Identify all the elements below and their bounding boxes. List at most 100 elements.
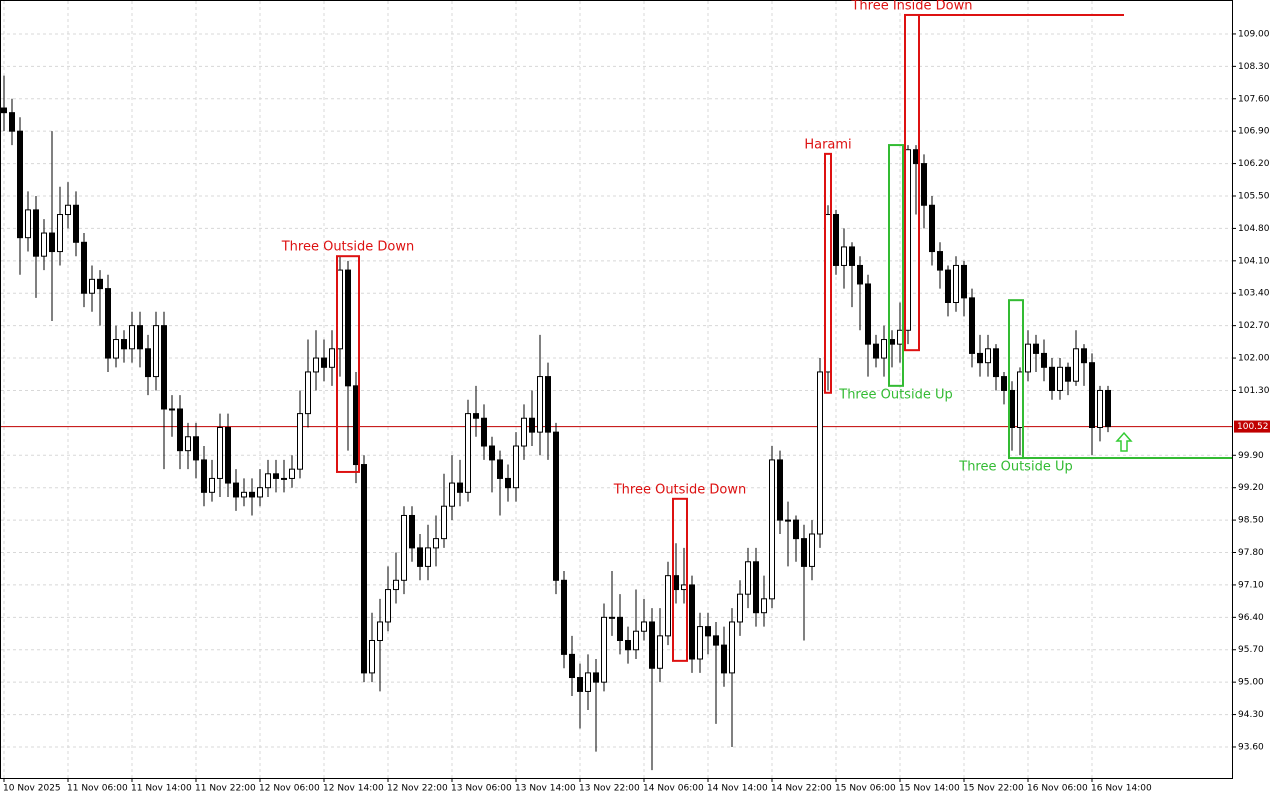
candle-body bbox=[473, 413, 479, 419]
y-tick-label: 96.40 bbox=[1238, 613, 1264, 623]
x-tick-label: 12 Nov 22:00 bbox=[387, 784, 448, 794]
candle-body bbox=[1065, 366, 1071, 382]
x-tick-label: 14 Nov 22:00 bbox=[771, 784, 832, 794]
candle-body bbox=[753, 561, 759, 614]
candle-body bbox=[353, 385, 359, 466]
y-tick-label: 94.30 bbox=[1238, 710, 1264, 720]
x-tick-label: 15 Nov 22:00 bbox=[963, 784, 1024, 794]
candle-body bbox=[697, 626, 703, 660]
y-tick-label: 95.70 bbox=[1238, 645, 1264, 655]
y-tick-label: 102.70 bbox=[1238, 321, 1270, 331]
pattern-label: Three Outside Up bbox=[838, 387, 952, 402]
candle-body bbox=[209, 477, 215, 493]
candle-body bbox=[937, 251, 943, 271]
y-tick-label: 109.00 bbox=[1238, 29, 1270, 39]
candle-body bbox=[969, 297, 975, 354]
candle-body bbox=[305, 371, 311, 415]
x-tick-label: 12 Nov 06:00 bbox=[259, 784, 320, 794]
candle-body bbox=[961, 264, 967, 299]
candle-body bbox=[129, 325, 135, 350]
candle-body bbox=[793, 519, 799, 540]
candle-body bbox=[425, 547, 431, 567]
candle-body bbox=[681, 584, 687, 591]
candle-body bbox=[1025, 343, 1031, 373]
candle-body bbox=[337, 269, 343, 350]
pattern-box bbox=[336, 255, 360, 473]
candle-body bbox=[449, 482, 455, 507]
candle-body bbox=[689, 584, 695, 660]
x-tick-label: 13 Nov 14:00 bbox=[515, 784, 576, 794]
candle-body bbox=[1049, 366, 1055, 391]
candle-body bbox=[745, 561, 751, 595]
candle-body bbox=[281, 477, 287, 480]
last-price-box bbox=[1234, 420, 1270, 433]
candle-body bbox=[857, 264, 863, 285]
candle-body bbox=[585, 672, 591, 692]
candle-body bbox=[81, 241, 87, 294]
candle-body bbox=[409, 514, 415, 549]
candle-body bbox=[1, 107, 7, 114]
candle-body bbox=[537, 376, 543, 433]
candle-body bbox=[417, 547, 423, 567]
candle-body bbox=[641, 621, 647, 632]
candle-body bbox=[729, 621, 735, 674]
x-tick-label: 16 Nov 14:00 bbox=[1091, 784, 1152, 794]
candle-body bbox=[825, 214, 831, 373]
candle-body bbox=[1057, 366, 1063, 391]
candle-body bbox=[865, 283, 871, 345]
pattern-label: Three Outside Up bbox=[958, 460, 1072, 475]
candle-body bbox=[73, 204, 79, 243]
candle-body bbox=[1017, 371, 1023, 429]
pattern-label: Three Inside Down bbox=[850, 0, 972, 13]
candle-body bbox=[569, 653, 575, 679]
candle-body bbox=[905, 149, 911, 331]
candle-body bbox=[833, 214, 839, 266]
candle-body bbox=[113, 339, 119, 359]
candle-body bbox=[1097, 389, 1103, 429]
candle-body bbox=[1009, 389, 1015, 429]
y-tick-label: 97.10 bbox=[1238, 580, 1264, 590]
candle-body bbox=[385, 589, 391, 623]
candle-body bbox=[521, 417, 527, 447]
y-tick-label: 98.50 bbox=[1238, 516, 1264, 526]
candle-body bbox=[1033, 343, 1039, 354]
candle-body bbox=[545, 376, 551, 433]
pattern-box bbox=[672, 497, 688, 662]
candle-body bbox=[361, 464, 367, 674]
candle-body bbox=[921, 163, 927, 206]
candle-body bbox=[929, 204, 935, 253]
x-tick-label: 15 Nov 14:00 bbox=[899, 784, 960, 794]
candle-body bbox=[25, 209, 31, 239]
candle-body bbox=[1089, 362, 1095, 429]
x-tick-label: 12 Nov 14:00 bbox=[323, 784, 384, 794]
candle-body bbox=[665, 575, 671, 637]
x-tick-label: 14 Nov 06:00 bbox=[643, 784, 704, 794]
candle-body bbox=[393, 579, 399, 591]
candle-body bbox=[49, 232, 55, 253]
x-tick-label: 14 Nov 14:00 bbox=[707, 784, 768, 794]
candle-body bbox=[553, 431, 559, 581]
candle-body bbox=[529, 417, 535, 433]
candle-body bbox=[577, 677, 583, 692]
candle-body bbox=[561, 579, 567, 655]
candle-body bbox=[633, 630, 639, 651]
candle-body bbox=[1081, 348, 1087, 364]
candle-body bbox=[785, 519, 791, 522]
candle-body bbox=[441, 505, 447, 540]
candle-body bbox=[345, 269, 351, 387]
candle-body bbox=[737, 593, 743, 623]
candle-body bbox=[721, 644, 727, 674]
candle-body bbox=[625, 639, 631, 651]
y-tick-label: 103.40 bbox=[1238, 289, 1270, 299]
candle-body bbox=[889, 339, 895, 345]
candle-body bbox=[41, 232, 47, 257]
y-tick-label: 107.60 bbox=[1238, 94, 1270, 104]
pattern-box bbox=[1008, 299, 1024, 460]
candle-body bbox=[297, 413, 303, 470]
candle-body bbox=[761, 598, 767, 614]
y-tick-label: 106.20 bbox=[1238, 159, 1270, 169]
y-tick-label: 101.30 bbox=[1238, 386, 1270, 396]
candle-body bbox=[233, 482, 239, 498]
candle-body bbox=[17, 130, 23, 239]
